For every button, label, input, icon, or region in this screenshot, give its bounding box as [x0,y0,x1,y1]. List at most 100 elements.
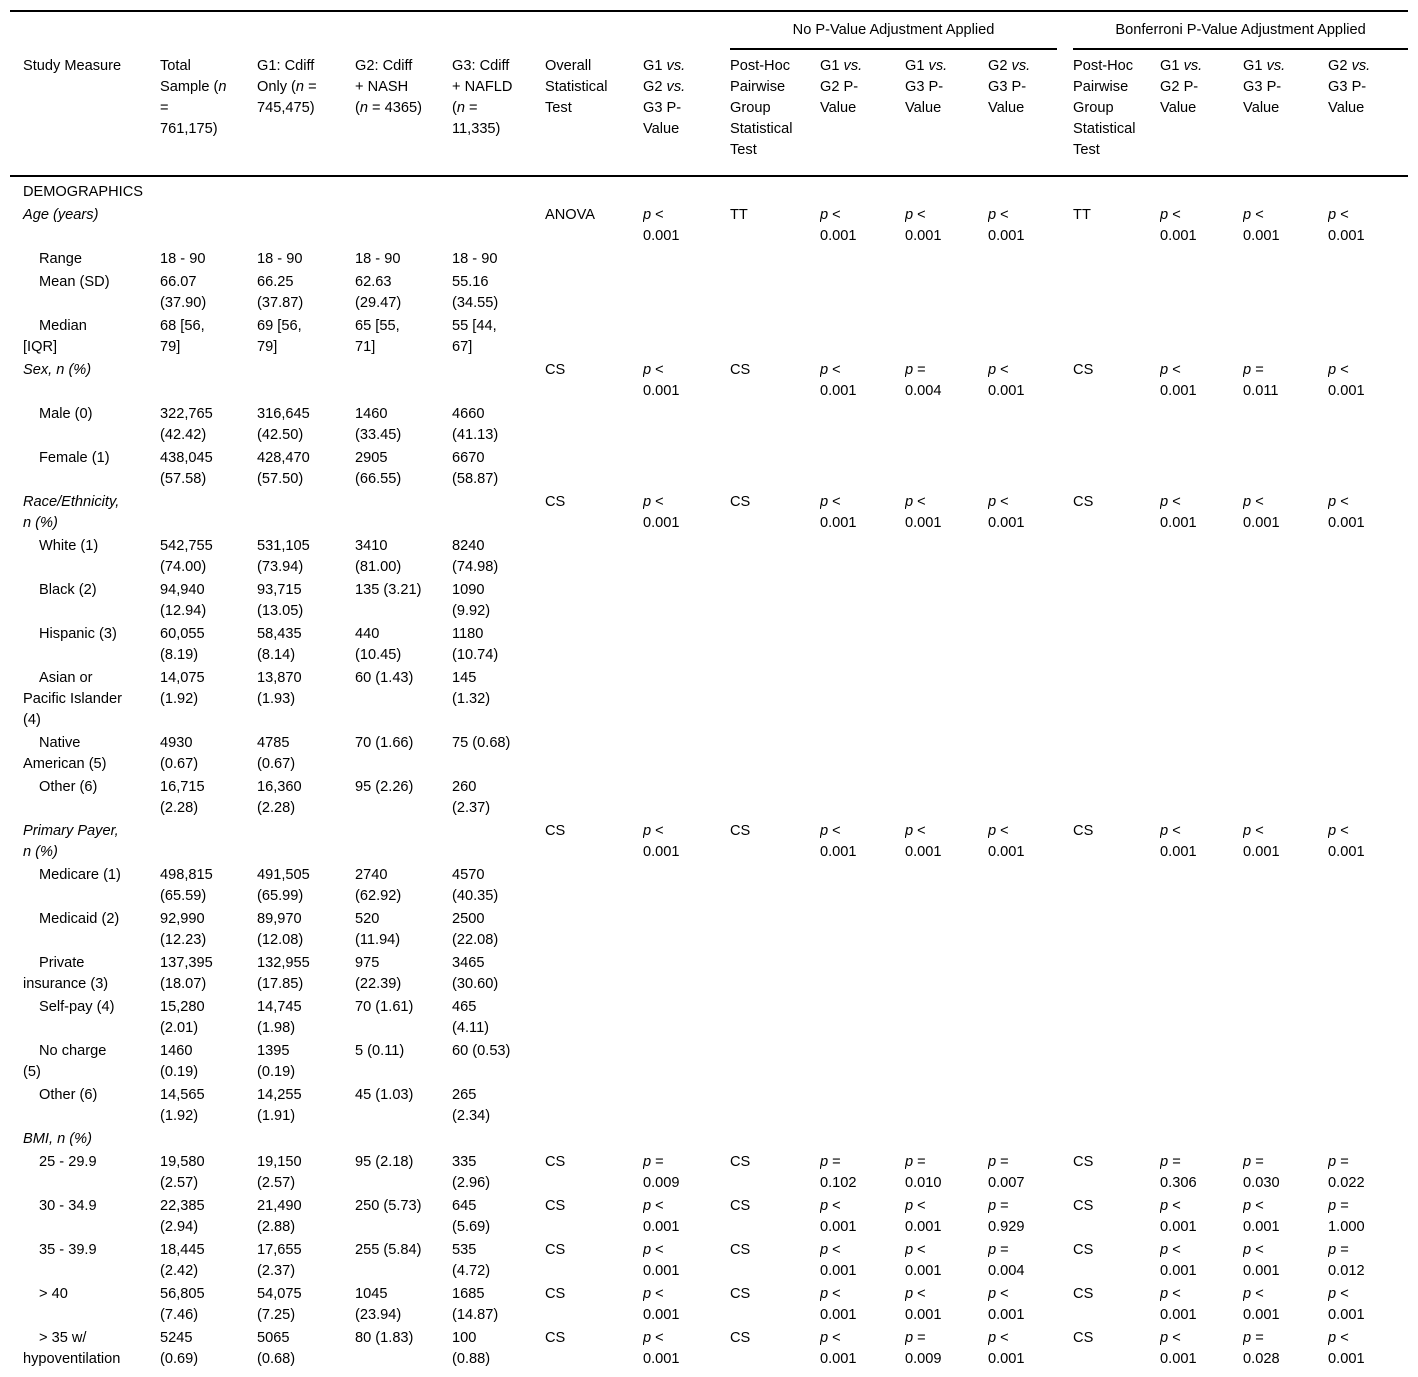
table-row: Asian or Pacific Islander (4) 14,075 (1.9… [10,667,1408,732]
column-header-row: Study Measure Total Sample (n = 761,175)… [10,50,1409,177]
table-cell: 18 - 90 [355,251,401,267]
table-cell [730,952,820,996]
table-cell [1243,732,1328,776]
row-label: Range [39,251,83,267]
table-cell [643,535,730,579]
table-cell [1328,1084,1408,1128]
table-cell: CS [730,823,751,839]
table-cell [545,864,643,908]
table-cell [1328,623,1408,667]
table-cell: 66.07 (37.90) [160,274,207,311]
table-cell: p = 0.012 [1328,1242,1365,1279]
table-cell: p < 0.001 [1160,494,1197,531]
column-header-g1g3-p-bonf: G1 vs. G3 P-Value [1243,50,1329,177]
table-cell [1160,579,1243,623]
table-cell: p < 0.001 [1243,207,1280,244]
row-label: Medicaid (2) [39,911,120,927]
row-label: > 40 [39,1286,68,1302]
table-cell [905,667,988,732]
table-cell: 498,815 (65.59) [160,867,213,904]
table-cell [643,908,730,952]
row-label: Hispanic (3) [39,626,117,642]
table-cell: 60,055 (8.19) [160,626,205,663]
table-cell: p < 0.001 [905,823,942,860]
table-cell: 55 [44, 67] [452,318,497,355]
table-cell: 265 (2.34) [452,1087,491,1124]
table-cell [820,732,905,776]
table-cell [160,204,257,248]
table-cell: p < 0.001 [643,1327,730,1377]
table-cell: 89,970 (12.08) [257,911,304,948]
table-cell [1160,776,1243,820]
table-cell [1160,996,1243,1040]
table-cell [1328,535,1408,579]
table-cell [160,176,257,204]
table-cell [643,996,730,1040]
table-cell [1243,535,1328,579]
table-cell [257,491,355,535]
table-cell: 250 (5.73) [355,1198,422,1214]
table-cell: p < 0.001 [988,1327,1074,1377]
table-cell [545,1128,643,1151]
table-cell [1243,403,1328,447]
table-cell [730,996,820,1040]
column-header-g2g3-p-noadj: G2 vs. G3 P-Value [988,50,1074,177]
row-label: DEMOGRAPHICS [23,184,144,200]
table-cell [545,535,643,579]
table-cell: 1180 (10.74) [452,626,499,663]
row-label: No charge (5) [23,1043,107,1080]
table-cell [988,248,1073,271]
spanner-no-adjustment-label: No P-Value Adjustment Applied [730,20,1058,50]
table-cell: 60 (1.43) [355,670,414,686]
table-cell: 1460 (0.19) [160,1043,199,1080]
table-cell: p = 0.030 [1243,1154,1280,1191]
table-cell: CS [545,1286,566,1302]
table-cell [820,864,905,908]
table-cell [545,908,643,952]
table-cell [730,623,820,667]
table-cell: p < 0.001 [1160,1286,1197,1323]
table-cell: 4660 (41.13) [452,406,499,443]
table-cell [905,403,988,447]
table-cell [545,403,643,447]
table-cell [643,315,730,359]
table-cell: p < 0.001 [1160,1242,1197,1279]
table-cell: TT [1073,207,1091,223]
table-cell [1160,176,1243,204]
table-cell: p = 0.010 [905,1154,942,1191]
table-cell [545,667,643,732]
table-cell: 60 (0.53) [452,1043,511,1059]
spanner-row: No P-Value Adjustment Applied Bonferroni… [10,11,1409,50]
table-cell [988,996,1073,1040]
table-row: Medicaid (2) 92,990 (12.23) 89,970 (12.08)… [10,908,1408,952]
table-cell [643,732,730,776]
table-cell [1160,1084,1243,1128]
table-cell: p = 0.009 [643,1154,680,1191]
table-cell: p < 0.001 [1243,1242,1280,1279]
table-cell [988,447,1073,491]
table-cell: 255 (5.84) [355,1242,422,1258]
table-cell: 94,940 (12.94) [160,582,207,619]
table-cell: 80 (1.83) [355,1327,452,1377]
column-header-overall-test: Overall Statistical Test [545,50,643,177]
table-cell [545,176,643,204]
table-cell: 2500 (22.08) [452,911,499,948]
table-cell [257,204,355,248]
table-cell: CS [1073,1327,1161,1377]
table-cell: p < 0.001 [1243,1198,1280,1235]
table-cell [730,271,820,315]
table-cell [1328,315,1408,359]
table-cell [730,403,820,447]
table-cell [1328,176,1408,204]
row-label: Native American (5) [23,735,107,772]
table-cell [1243,996,1328,1040]
table-cell: 438,045 (57.58) [160,450,213,487]
table-cell [643,176,730,204]
table-cell: 4570 (40.35) [452,867,499,904]
table-cell [545,952,643,996]
table-cell: 2905 (66.55) [355,450,402,487]
table-row: Mean (SD) 66.07 (37.90) 66.25 (37.87) 62.63… [10,271,1408,315]
table-cell [452,820,545,864]
table-cell [1160,271,1243,315]
table-cell: 14,075 (1.92) [160,670,205,707]
